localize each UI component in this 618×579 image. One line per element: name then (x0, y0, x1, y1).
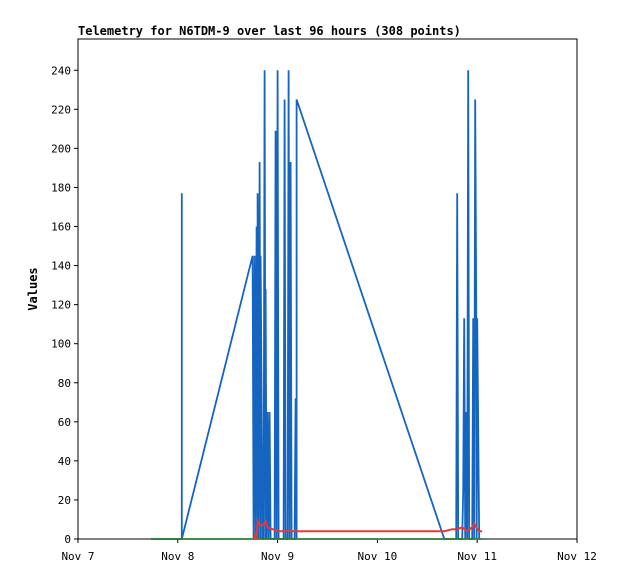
x-tick-label: Nov 11 (457, 550, 497, 563)
y-tick-label: 100 (51, 338, 71, 351)
y-tick-label: 240 (51, 64, 71, 77)
plot-area-frame (77, 38, 578, 540)
y-tick-label: 200 (51, 142, 71, 155)
y-tick-label: 40 (58, 455, 71, 468)
y-tick-label: 160 (51, 221, 71, 234)
y-tick-label: 120 (51, 299, 71, 312)
y-axis-label: Values (26, 267, 40, 310)
series-line-1 (150, 70, 481, 540)
y-tick-label: 140 (51, 260, 71, 273)
series-layer (150, 70, 483, 540)
chart-title: Telemetry for N6TDM-9 over last 96 hours… (78, 24, 461, 38)
series-line-3 (253, 517, 483, 540)
x-tick-label: Nov 7 (61, 550, 94, 563)
y-tick-label: 20 (58, 494, 71, 507)
x-tick-label: Nov 12 (557, 550, 597, 563)
x-tick-label: Nov 10 (358, 550, 398, 563)
x-tick-label: Nov 8 (161, 550, 194, 563)
y-tick-label: 220 (51, 103, 71, 116)
y-tick-label: 60 (58, 416, 71, 429)
x-tick-label: Nov 9 (261, 550, 294, 563)
y-axis-ticks: 0 20 40 60 80 100 120 140 160 180 200 220 240 (51, 64, 78, 546)
y-tick-label: 80 (58, 377, 71, 390)
x-axis-ticks: Nov 7 Nov 8 Nov 9 Nov 10 Nov 11 Nov 12 (61, 539, 597, 563)
y-tick-label: 180 (51, 181, 71, 194)
y-tick-label: 0 (64, 533, 71, 546)
